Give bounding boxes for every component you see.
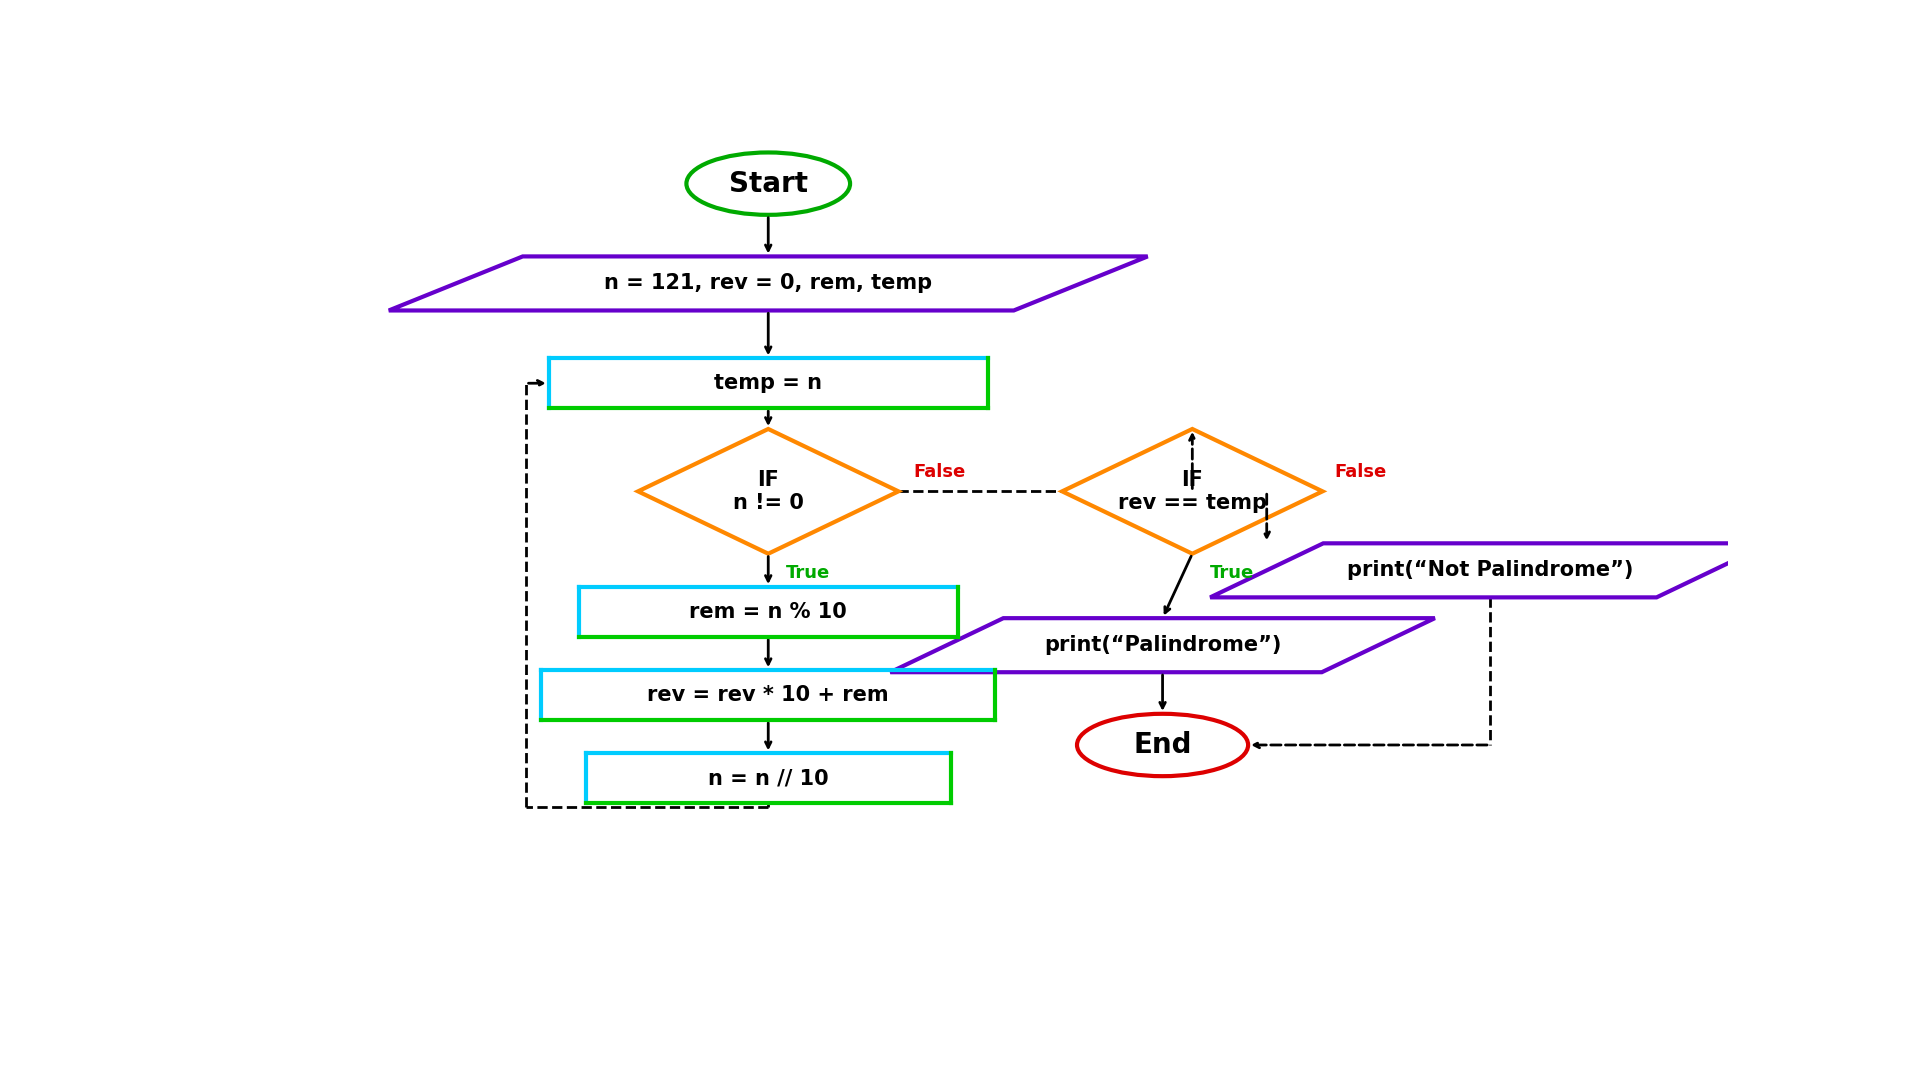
Ellipse shape <box>687 152 851 215</box>
Text: n = 121, rev = 0, rem, temp: n = 121, rev = 0, rem, temp <box>605 273 933 294</box>
Polygon shape <box>637 429 899 554</box>
Text: True: True <box>785 564 829 582</box>
Text: True: True <box>1210 564 1254 582</box>
Text: temp = n: temp = n <box>714 374 822 393</box>
Bar <box>541 670 995 720</box>
Bar <box>549 359 987 408</box>
Text: rev = rev * 10 + rem: rev = rev * 10 + rem <box>647 685 889 705</box>
Polygon shape <box>891 618 1434 672</box>
Text: n = n // 10: n = n // 10 <box>708 768 829 788</box>
Text: print(“Not Palindrome”): print(“Not Palindrome”) <box>1346 561 1634 580</box>
Polygon shape <box>1210 543 1770 597</box>
Text: IF
n != 0: IF n != 0 <box>733 470 804 513</box>
Polygon shape <box>1062 429 1323 554</box>
Text: print(“Palindrome”): print(“Palindrome”) <box>1044 635 1281 656</box>
Bar <box>578 586 958 637</box>
Bar <box>586 754 950 804</box>
Text: rem = n % 10: rem = n % 10 <box>689 602 847 622</box>
Ellipse shape <box>1077 714 1248 777</box>
Text: False: False <box>1334 463 1386 482</box>
Polygon shape <box>388 256 1148 310</box>
Text: False: False <box>914 463 966 482</box>
Text: Start: Start <box>730 170 808 198</box>
Text: End: End <box>1133 731 1192 759</box>
Text: IF
rev == temp: IF rev == temp <box>1117 470 1267 513</box>
